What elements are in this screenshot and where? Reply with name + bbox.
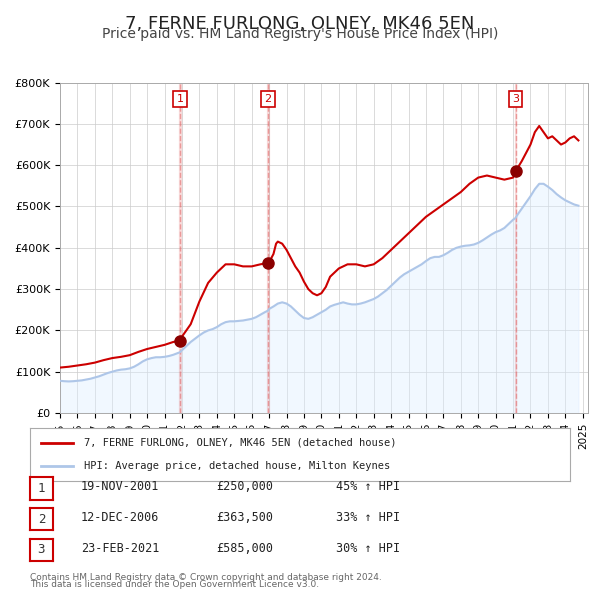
Text: Price paid vs. HM Land Registry's House Price Index (HPI): Price paid vs. HM Land Registry's House … xyxy=(102,27,498,41)
Text: 1: 1 xyxy=(176,94,184,104)
Text: This data is licensed under the Open Government Licence v3.0.: This data is licensed under the Open Gov… xyxy=(30,580,319,589)
Text: HPI: Average price, detached house, Milton Keynes: HPI: Average price, detached house, Milt… xyxy=(84,461,390,471)
Text: 3: 3 xyxy=(512,94,519,104)
Bar xyxy=(267,83,269,413)
Text: 33% ↑ HPI: 33% ↑ HPI xyxy=(336,511,400,524)
Text: Contains HM Land Registry data © Crown copyright and database right 2024.: Contains HM Land Registry data © Crown c… xyxy=(30,573,382,582)
Text: 12-DEC-2006: 12-DEC-2006 xyxy=(81,511,160,524)
Text: 2: 2 xyxy=(38,513,45,526)
Text: 45% ↑ HPI: 45% ↑ HPI xyxy=(336,480,400,493)
Text: 19-NOV-2001: 19-NOV-2001 xyxy=(81,480,160,493)
Text: 1: 1 xyxy=(38,482,45,495)
Text: 7, FERNE FURLONG, OLNEY, MK46 5EN: 7, FERNE FURLONG, OLNEY, MK46 5EN xyxy=(125,15,475,33)
Text: 7, FERNE FURLONG, OLNEY, MK46 5EN (detached house): 7, FERNE FURLONG, OLNEY, MK46 5EN (detac… xyxy=(84,438,397,448)
Text: 3: 3 xyxy=(38,543,45,556)
Bar xyxy=(515,83,517,413)
Text: 23-FEB-2021: 23-FEB-2021 xyxy=(81,542,160,555)
Text: £250,000: £250,000 xyxy=(216,480,273,493)
Text: £585,000: £585,000 xyxy=(216,542,273,555)
Text: 30% ↑ HPI: 30% ↑ HPI xyxy=(336,542,400,555)
Text: £363,500: £363,500 xyxy=(216,511,273,524)
Text: 2: 2 xyxy=(265,94,272,104)
Bar xyxy=(179,83,181,413)
